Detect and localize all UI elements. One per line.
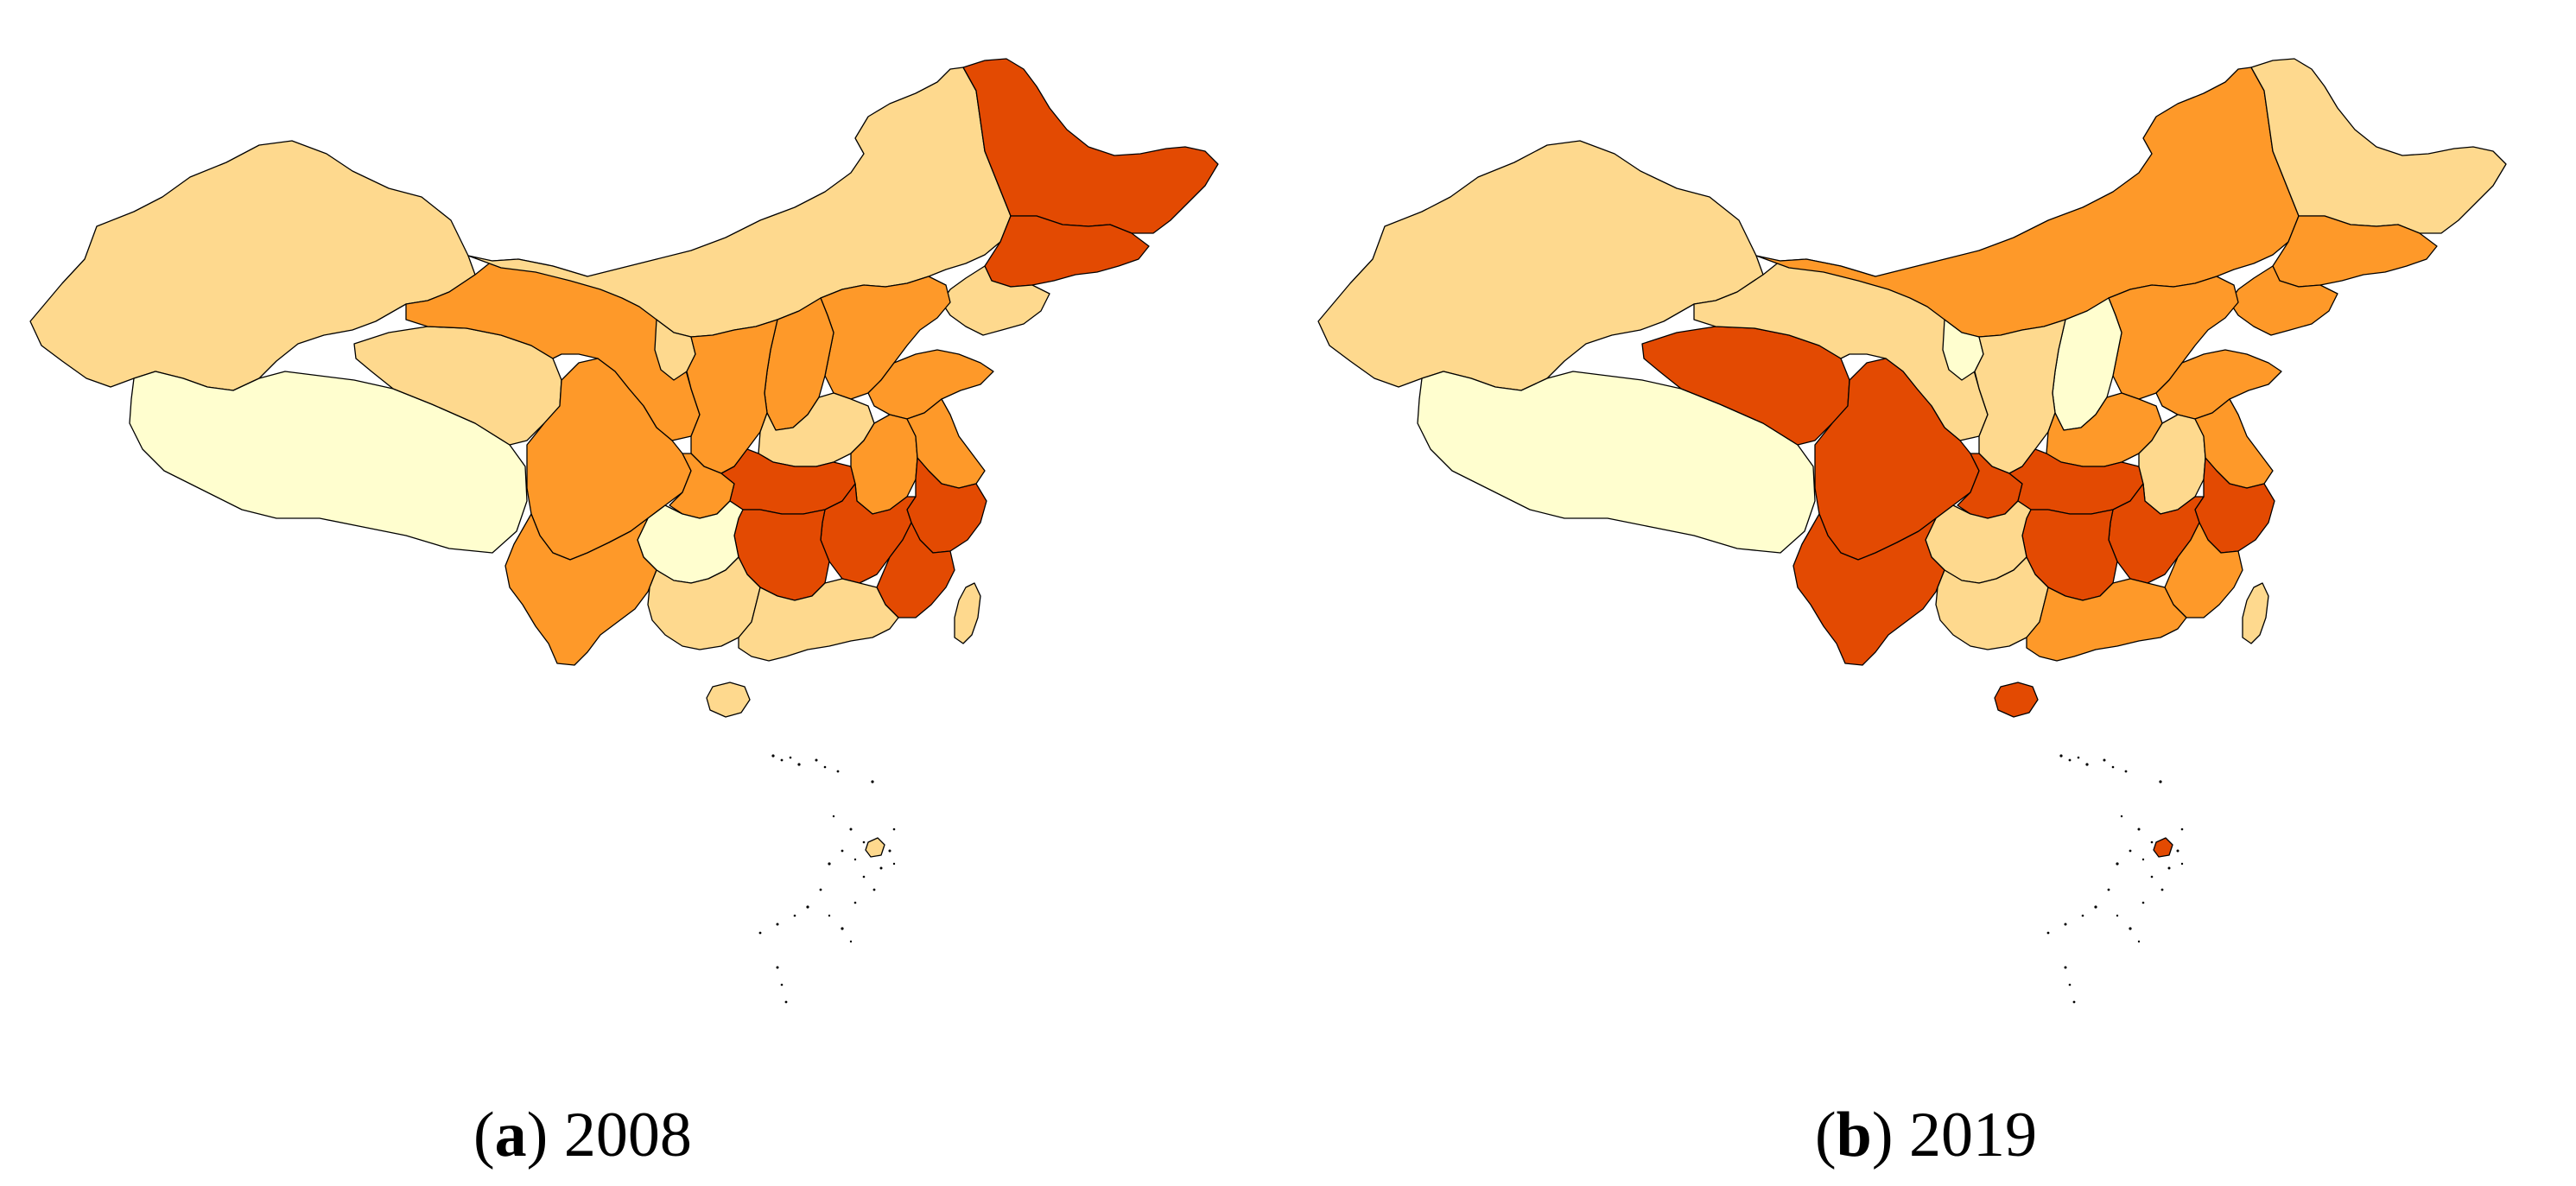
- caption-b-label: b: [1836, 1100, 1872, 1170]
- region-hainan: [1994, 682, 2039, 718]
- island-dot: [2116, 862, 2119, 866]
- island-dot: [2068, 758, 2072, 762]
- island-dot: [871, 780, 874, 783]
- island-dot: [2141, 901, 2145, 904]
- island-dot: [2094, 905, 2097, 909]
- china-map-a: [29, 58, 1219, 1004]
- island-dot: [2167, 866, 2171, 870]
- island-dot: [828, 862, 831, 866]
- island-dot: [2159, 780, 2162, 783]
- island-dot: [823, 765, 827, 769]
- island-dot: [832, 815, 835, 818]
- island-dot: [841, 927, 844, 930]
- caption-a: (a) 2008: [473, 1100, 692, 1170]
- island-dot: [879, 866, 883, 870]
- region-guangdong: [2026, 578, 2187, 662]
- island-dot: [2137, 828, 2141, 831]
- island-dot: [2129, 849, 2132, 853]
- island-dot: [892, 828, 896, 831]
- caption-a-year: 2008: [563, 1100, 692, 1170]
- island-dot: [2085, 763, 2089, 766]
- region-taiwan: [954, 582, 981, 644]
- island-dot: [853, 858, 857, 861]
- island-dot: [849, 940, 853, 943]
- island-dot: [2160, 888, 2164, 891]
- island-dot: [862, 875, 866, 878]
- island-dot: [2064, 966, 2067, 969]
- island-dot: [872, 888, 876, 891]
- island-dot: [784, 1000, 788, 1004]
- island-dot: [776, 966, 779, 969]
- island-dot: [2180, 828, 2184, 831]
- island-dot: [2137, 940, 2141, 943]
- island-dot: [836, 770, 840, 773]
- region-yunnan: [1792, 513, 1945, 666]
- region-taiwan: [2242, 582, 2269, 644]
- region-south-sea-islands: [865, 837, 885, 858]
- island-dot: [2103, 758, 2106, 762]
- island-dot: [2176, 849, 2179, 853]
- island-dot: [2046, 931, 2050, 935]
- island-dot: [2072, 1000, 2076, 1004]
- island-dot: [2107, 888, 2110, 891]
- island-dot: [797, 763, 801, 766]
- caption-b-year: 2019: [1908, 1100, 2037, 1170]
- island-dot: [2081, 914, 2084, 917]
- island-dot: [853, 901, 857, 904]
- region-hainan: [706, 682, 751, 718]
- island-dot: [828, 914, 831, 917]
- island-dot: [2077, 756, 2080, 759]
- region-tibet: [1417, 371, 1816, 554]
- region-south-sea-islands: [2153, 837, 2173, 858]
- island-dot: [2120, 815, 2123, 818]
- island-dot: [888, 849, 891, 853]
- island-dot: [2150, 875, 2154, 878]
- island-dot: [2129, 927, 2132, 930]
- island-dot: [771, 754, 775, 758]
- china-map-b: [1317, 58, 2507, 1004]
- island-dot: [758, 931, 762, 935]
- island-dot: [2116, 914, 2119, 917]
- island-dot: [780, 983, 784, 986]
- island-dot: [2141, 858, 2145, 861]
- island-dot: [776, 923, 779, 926]
- map-panel-a: (a) 2008: [29, 58, 1219, 1170]
- island-dot: [2111, 765, 2115, 769]
- island-dot: [780, 758, 784, 762]
- island-dot: [841, 849, 844, 853]
- island-dot: [862, 840, 866, 844]
- region-guangdong: [738, 578, 899, 662]
- island-dot: [849, 828, 853, 831]
- island-dot: [819, 888, 822, 891]
- caption-a-label: a: [494, 1100, 527, 1170]
- island-dot: [2059, 754, 2063, 758]
- island-dot: [2124, 770, 2128, 773]
- island-dot: [2150, 840, 2154, 844]
- region-tibet: [129, 371, 528, 554]
- island-dot: [2068, 983, 2072, 986]
- island-dot: [806, 905, 809, 909]
- island-dot: [793, 914, 796, 917]
- region-heilongjiang: [2250, 58, 2507, 234]
- island-dot: [2064, 923, 2067, 926]
- island-dot: [892, 862, 896, 866]
- island-dot: [789, 756, 792, 759]
- island-dot: [2180, 862, 2184, 866]
- caption-b: (b) 2019: [1815, 1100, 2037, 1170]
- island-dot: [815, 758, 818, 762]
- map-panel-b: (b) 2019: [1288, 0, 2576, 1186]
- region-yunnan: [504, 513, 657, 666]
- region-heilongjiang: [962, 58, 1219, 234]
